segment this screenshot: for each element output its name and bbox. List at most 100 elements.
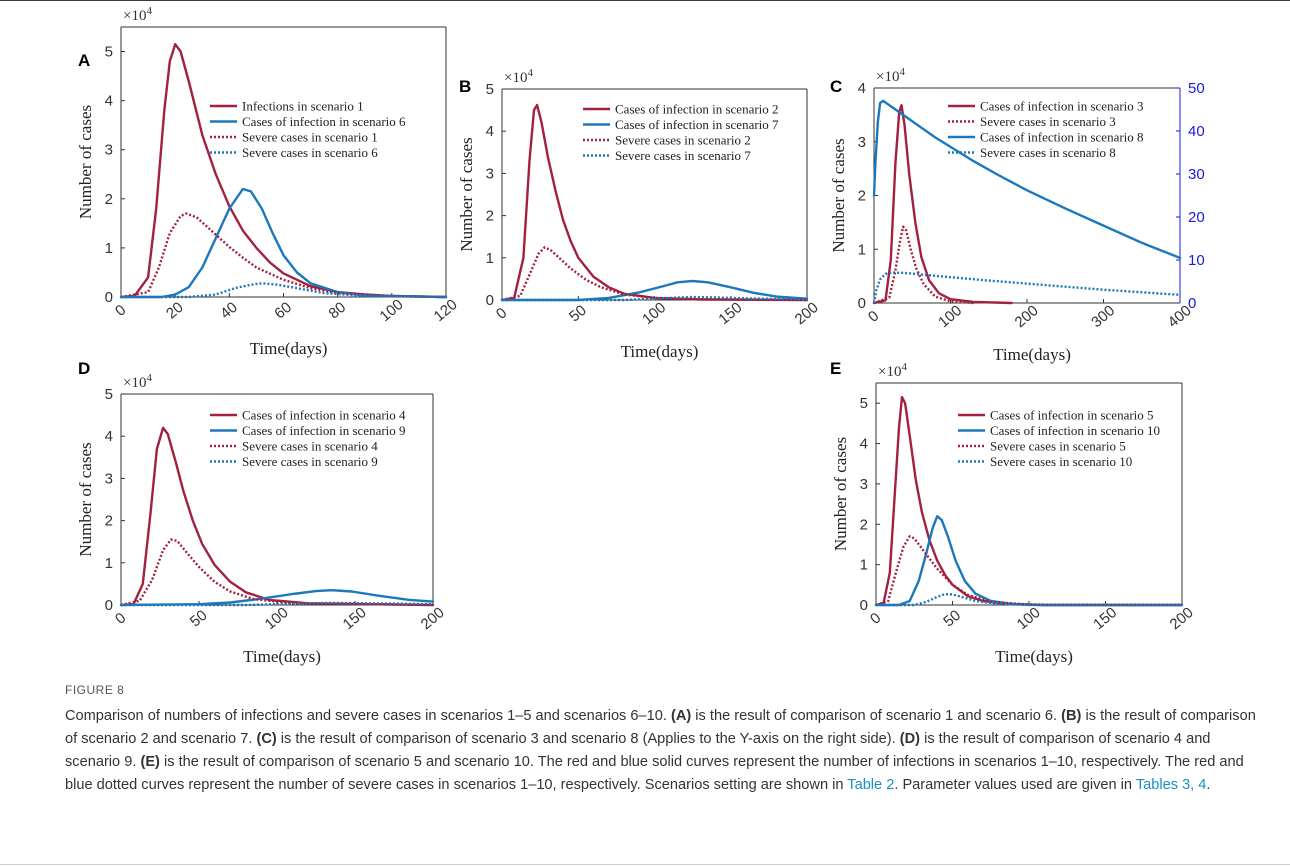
- y-axis-label-a: Number of cases: [76, 105, 95, 219]
- right-y-tick-label-c: 50: [1188, 80, 1205, 97]
- caption-label-c: (C): [256, 731, 277, 747]
- x-tick-label-a: 80: [325, 299, 349, 323]
- multiplier-label-d: ×104: [123, 372, 152, 391]
- y-tick-label-d: 2: [105, 513, 113, 530]
- caption-text-b: is the result of comparison of scenario …: [65, 708, 1256, 747]
- legend-label-e-4: Severe cases in scenario 10: [990, 454, 1132, 469]
- y-axis-label-c: Number of cases: [829, 138, 848, 252]
- y-tick-label-b: 2: [486, 208, 494, 225]
- x-tick-label-a: 100: [376, 296, 406, 325]
- legend-label-d-3: Severe cases in scenario 4: [242, 439, 378, 454]
- bottom-border: [0, 864, 1290, 865]
- panel-label-d: D: [78, 359, 90, 378]
- series-line-d-2: [119, 589, 435, 607]
- y-tick-label-d: 3: [105, 470, 113, 487]
- multiplier-exponent-b: 4: [527, 67, 533, 79]
- table-2-link[interactable]: Table 2: [847, 777, 895, 793]
- caption-text-a: is the result of comparison of scenario …: [691, 708, 1062, 724]
- y-tick-label-a: 3: [105, 142, 113, 159]
- x-tick-label-d: 0: [112, 609, 129, 627]
- series-line-a-4: [121, 282, 447, 299]
- series-line-b-3: [501, 246, 808, 302]
- x-axis-label-b: Time(days): [621, 342, 699, 361]
- x-tick-label-a: 60: [271, 299, 295, 323]
- series-line-d-4: [121, 601, 434, 607]
- x-tick-label-a: 120: [431, 296, 461, 325]
- x-tick-label-e: 200: [1167, 604, 1197, 633]
- x-tick-label-d: 150: [340, 604, 370, 633]
- multiplier-label-b: ×104: [504, 67, 533, 86]
- series-line-b-4: [502, 295, 808, 302]
- y-tick-label-a: 5: [105, 44, 113, 61]
- y-tick-label-d: 1: [105, 555, 113, 572]
- caption-lead: Comparison of numbers of infections and …: [65, 708, 671, 724]
- y-tick-label-b: 5: [486, 81, 494, 98]
- y-tick-label-a: 2: [105, 191, 113, 208]
- x-tick-label-c: 300: [1088, 302, 1118, 331]
- panel-label-e: E: [830, 359, 841, 378]
- x-tick-label-b: 150: [715, 299, 745, 328]
- series-line-d-1: [119, 426, 435, 607]
- panel-label-b: B: [459, 77, 471, 96]
- series-line-b-2: [500, 279, 809, 302]
- x-tick-label-b: 100: [639, 299, 669, 328]
- series-line-c-3: [872, 99, 1182, 260]
- x-tick-label-d: 200: [418, 604, 448, 633]
- legend-label-b-1: Cases of infection in scenario 2: [615, 102, 779, 117]
- x-tick-label-b: 50: [566, 302, 590, 326]
- caption-label-d: (D): [899, 731, 921, 747]
- y-tick-label-d: 4: [105, 428, 113, 445]
- y-tick-label-a: 0: [105, 289, 113, 306]
- x-tick-label-b: 0: [493, 304, 510, 322]
- legend-label-e-1: Cases of infection in scenario 5: [990, 408, 1154, 423]
- multiplier-exponent-e: 4: [901, 361, 907, 373]
- y-tick-label-e: 4: [860, 436, 868, 453]
- figure-label: FIGURE 8: [65, 683, 125, 697]
- legend-label-c-4: Severe cases in scenario 8: [980, 145, 1116, 160]
- legend-label-a-1: Infections in scenario 1: [242, 99, 364, 114]
- y-tick-label-b: 1: [486, 250, 494, 267]
- y-tick-label-a: 4: [105, 93, 113, 110]
- series-line-e-3: [875, 535, 1183, 607]
- caption-text: Comparison of numbers of infections and …: [65, 705, 1265, 797]
- caption-label-a: (A): [670, 708, 692, 724]
- x-tick-label-d: 50: [187, 607, 211, 631]
- caption-tail-2: . Parameter values used are given in: [894, 777, 1136, 793]
- multiplier-exponent-c: 4: [899, 66, 905, 78]
- y-tick-label-e: 5: [860, 395, 868, 412]
- x-tick-label-a: 20: [163, 299, 187, 323]
- multiplier-label-e: ×104: [878, 361, 907, 380]
- y-tick-label-e: 1: [860, 557, 868, 574]
- legend-label-d-4: Severe cases in scenario 9: [242, 454, 378, 469]
- series-line-c-1: [872, 103, 1013, 305]
- legend-label-e-3: Severe cases in scenario 5: [990, 439, 1126, 454]
- caption-label-e: (E): [140, 754, 160, 770]
- right-y-tick-label-c: 30: [1188, 166, 1205, 183]
- y-axis-label-b: Number of cases: [457, 137, 476, 251]
- legend-label-b-4: Severe cases in scenario 7: [615, 148, 751, 163]
- y-tick-label-c: 3: [858, 134, 866, 151]
- right-y-tick-label-c: 20: [1188, 209, 1205, 226]
- y-tick-label-c: 2: [858, 188, 866, 205]
- caption-label-b: (B): [1061, 708, 1082, 724]
- tables-3-4-link[interactable]: Tables 3, 4: [1135, 777, 1207, 793]
- legend-label-a-2: Cases of infection in scenario 6: [242, 114, 406, 129]
- panel-a: A ×104 0 1 2 3 4 5 0 20 40 60 80 100 120 Time(days) Numb…: [76, 5, 461, 358]
- top-border: [0, 0, 1290, 1]
- series-line-a-3: [120, 212, 447, 299]
- x-tick-label-c: 100: [935, 302, 965, 331]
- legend-label-d-2: Cases of infection in scenario 9: [242, 423, 406, 438]
- y-tick-label-d: 0: [105, 597, 113, 614]
- x-tick-label-c: 200: [1012, 302, 1042, 331]
- series-line-c-2: [873, 225, 974, 305]
- legend-label-c-1: Cases of infection in scenario 3: [980, 99, 1144, 114]
- x-tick-label-e: 0: [867, 609, 884, 627]
- y-tick-label-b: 4: [486, 123, 494, 140]
- x-tick-label-d: 100: [262, 604, 292, 633]
- x-tick-label-a: 40: [217, 299, 241, 323]
- caption-text-e: is the result of comparison of scenario …: [159, 754, 538, 770]
